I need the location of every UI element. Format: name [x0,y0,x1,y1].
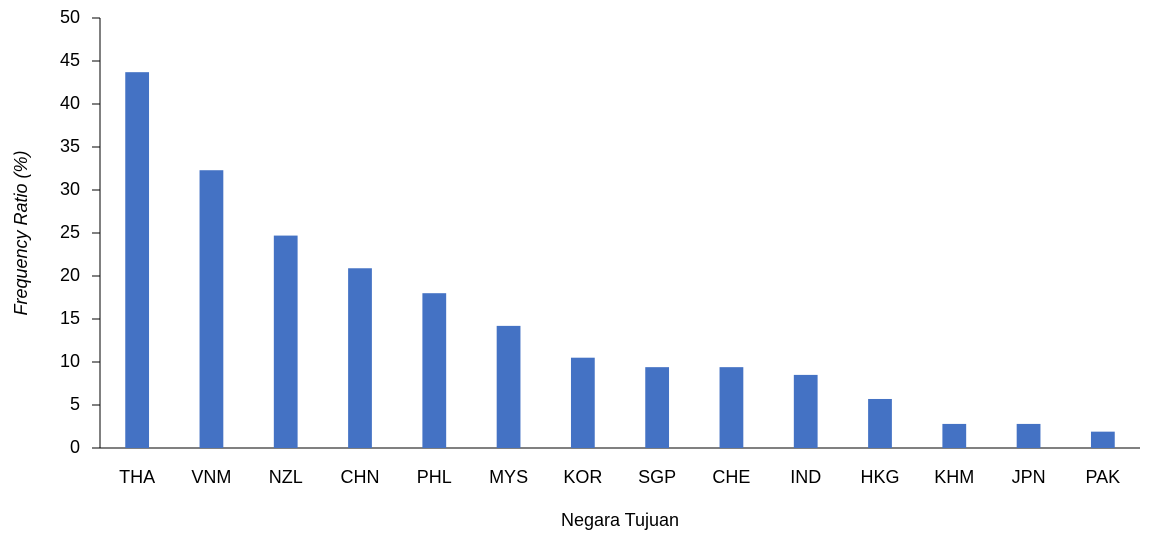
x-tick-label: MYS [489,467,528,487]
bar [125,72,150,449]
x-tick-label: CHE [712,467,750,487]
x-tick-label: HKG [860,467,899,487]
y-tick-label: 35 [60,136,80,156]
bar [1016,423,1041,448]
x-tick-label: KHM [934,467,974,487]
bar [199,170,224,448]
bar [942,423,967,448]
bar [793,374,818,448]
bar [496,325,521,448]
bar [273,235,298,448]
y-tick-label: 0 [70,437,80,457]
y-tick-label: 20 [60,265,80,285]
bar [645,367,670,448]
bar [570,357,595,448]
y-tick-label: 40 [60,93,80,113]
y-tick-label: 5 [70,394,80,414]
bar [719,367,744,448]
x-tick-label: JPN [1012,467,1046,487]
y-tick-label: 50 [60,7,80,27]
x-tick-label: PAK [1086,467,1121,487]
y-axis-label: Frequency Ratio (%) [11,150,31,315]
x-tick-label: IND [790,467,821,487]
x-tick-label: KOR [563,467,602,487]
x-tick-label: NZL [269,467,303,487]
bar [348,268,372,448]
y-tick-label: 10 [60,351,80,371]
x-tick-label: PHL [417,467,452,487]
bar [422,293,447,448]
x-axis-label: Negara Tujuan [561,510,679,530]
bar [1090,431,1115,448]
y-tick-label: 45 [60,50,80,70]
x-tick-label: THA [119,467,155,487]
bar [868,398,892,448]
x-tick-label: VNM [191,467,231,487]
x-tick-label: SGP [638,467,676,487]
y-tick-label: 15 [60,308,80,328]
y-tick-label: 25 [60,222,80,242]
x-tick-label: CHN [341,467,380,487]
y-tick-label: 30 [60,179,80,199]
